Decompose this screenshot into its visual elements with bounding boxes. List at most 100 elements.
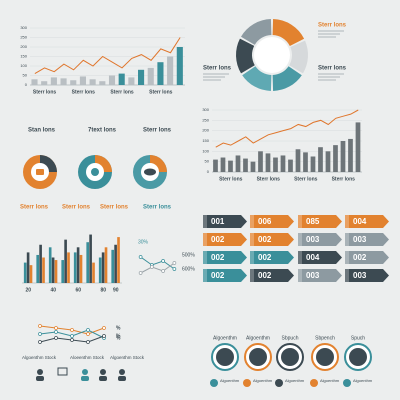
y-tick-label: 200 xyxy=(20,44,27,49)
badge-label: Algoenthm xyxy=(353,378,373,383)
bar xyxy=(235,155,241,172)
bar xyxy=(117,237,120,283)
bar xyxy=(48,247,52,283)
bar xyxy=(128,77,135,85)
tag-shape xyxy=(298,215,342,228)
badge-title: Spuch xyxy=(351,335,365,341)
bar xyxy=(111,249,114,283)
line-dot xyxy=(172,267,177,271)
tag-label: 002 xyxy=(211,253,225,262)
line-dot xyxy=(38,340,42,344)
badge-label: Algoenthm xyxy=(220,378,240,383)
end-label: % xyxy=(116,325,121,331)
tag-shape xyxy=(345,269,389,282)
bar xyxy=(333,145,338,172)
person-body xyxy=(36,376,44,381)
icon-circles xyxy=(23,155,167,189)
x-tick-label: Sterr lons xyxy=(149,89,173,95)
bar xyxy=(41,81,48,85)
donut-hole xyxy=(254,37,290,73)
bar xyxy=(76,247,80,283)
end-label: % xyxy=(116,333,121,339)
bar xyxy=(340,141,346,172)
badge-label: Algoenthm xyxy=(285,378,305,383)
badge-core xyxy=(216,348,234,366)
donut-label: Sterr lons xyxy=(318,66,347,72)
bar xyxy=(213,159,218,172)
bar xyxy=(89,234,92,283)
y-tick-label: 150 xyxy=(202,138,209,143)
section-header: Sterr lons xyxy=(62,205,91,211)
tag-shape xyxy=(250,251,294,264)
bar xyxy=(79,254,83,283)
line-dot xyxy=(70,338,74,342)
badge-icon xyxy=(210,379,218,387)
tag-label: 004 xyxy=(353,217,367,226)
badge-icon xyxy=(243,379,251,387)
tag-edge xyxy=(345,251,349,264)
tag-edge xyxy=(298,233,302,246)
x-tick-label: Sterr lons xyxy=(294,176,318,182)
icon-title: Stan lons xyxy=(28,128,56,134)
badge-title: Algoenthm xyxy=(213,335,237,341)
tag-edge xyxy=(203,233,207,246)
tag-shape xyxy=(250,215,294,228)
bar xyxy=(118,73,125,85)
stack-label: Algoenthm Stock xyxy=(22,355,57,360)
tag-edge xyxy=(298,215,302,228)
x-tick-label: 80 xyxy=(100,287,106,293)
tag-label: 006 xyxy=(258,217,272,226)
tag-shape xyxy=(203,215,247,228)
tag-shape xyxy=(298,251,342,264)
x-tick-label: Sterr lons xyxy=(110,89,134,95)
x-tick-label: Sterr lons xyxy=(72,89,96,95)
badge-icon xyxy=(343,379,351,387)
bar xyxy=(39,244,42,283)
tag-shape xyxy=(250,233,294,246)
section-header: Sterr lons xyxy=(100,205,129,211)
y-tick-label: 250 xyxy=(20,35,27,40)
line-dot xyxy=(54,326,58,330)
end-label: % xyxy=(116,335,121,341)
line-dot xyxy=(38,332,42,336)
bar xyxy=(157,62,164,85)
y-tick-label: 150 xyxy=(20,54,27,59)
tag-edge xyxy=(203,215,207,228)
tag-label: 003 xyxy=(353,235,367,244)
badge-title: Sbpench xyxy=(315,335,335,341)
bar xyxy=(54,260,58,283)
bar xyxy=(348,138,353,172)
bar xyxy=(303,152,308,172)
line-dot xyxy=(102,334,106,338)
icon-camera xyxy=(36,169,44,175)
tag-label: 001 xyxy=(211,217,225,226)
bar xyxy=(61,260,64,283)
line-dot xyxy=(138,255,143,259)
x-tick-label: Sterr lons xyxy=(257,176,281,182)
line-series xyxy=(215,109,359,148)
bar xyxy=(51,257,55,283)
bar xyxy=(89,79,96,85)
x-tick-label: Sterr lons xyxy=(33,89,57,95)
person-body xyxy=(118,376,126,381)
bar xyxy=(325,151,331,172)
bar xyxy=(23,262,27,283)
bar xyxy=(73,252,77,283)
bar xyxy=(250,161,256,172)
line-series xyxy=(34,37,181,75)
tag-label: 002 xyxy=(258,271,272,280)
tag-edge xyxy=(298,251,302,264)
bar xyxy=(108,75,116,85)
bar xyxy=(295,149,301,172)
line-dot xyxy=(172,261,177,265)
tag-edge xyxy=(250,269,254,282)
bar xyxy=(50,77,57,85)
tag-shape xyxy=(345,233,389,246)
annotation: 600% xyxy=(182,266,195,272)
tag-edge xyxy=(345,215,349,228)
bar xyxy=(31,79,38,85)
badge-core xyxy=(349,348,367,366)
x-tick-label: Sterr lons xyxy=(219,176,243,182)
tag-label: 002 xyxy=(258,253,272,262)
tag-shape xyxy=(203,251,247,264)
